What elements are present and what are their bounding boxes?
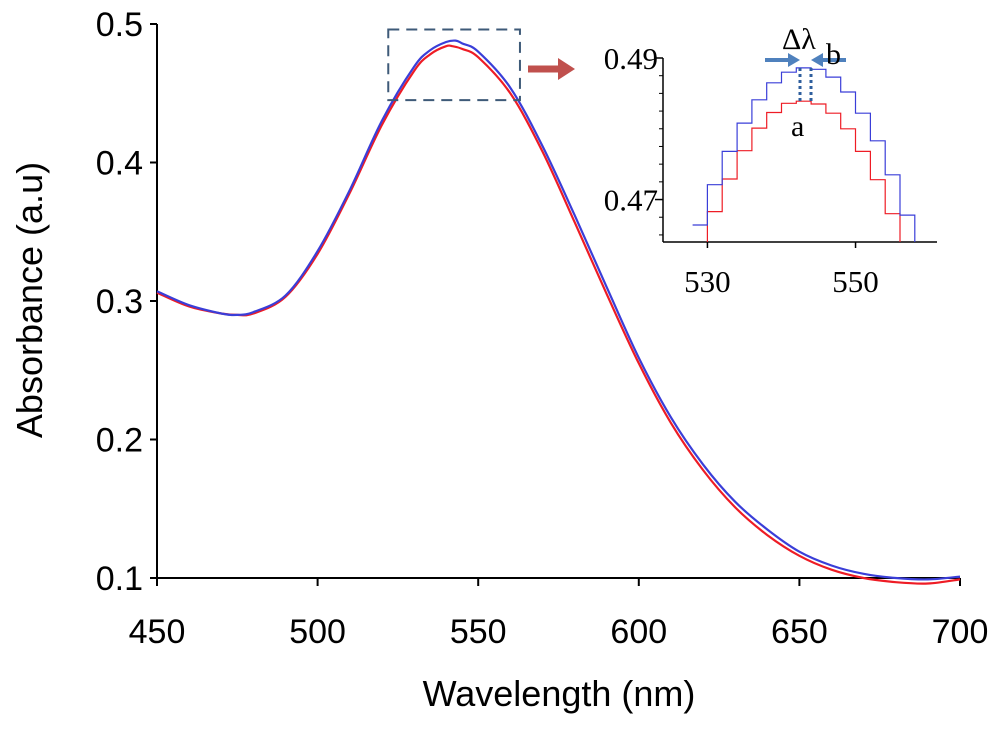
y-tick-label: 0.1 [96,560,143,598]
inset-x-tick-label: 530 [684,264,731,299]
peak-shift-markers [765,53,846,103]
x-tick-label: 700 [932,613,989,651]
y-axis-title: Absorbance (a.u) [9,162,50,438]
main-plot-area: 0.1 0.2 0.3 0.4 0.5 450 500 550 600 650 700 [96,6,989,651]
x-tick-label: 500 [289,613,346,651]
zoom-region-box [387,28,521,102]
inset-series-line-a [706,100,901,242]
y-tick-label: 0.5 [96,6,143,44]
main-series-group [156,39,961,585]
series-a-label: a [791,110,804,143]
inset-minor-tick-group [659,57,663,236]
y-tick-label: 0.2 [96,422,143,460]
x-tick-group: 450 500 550 600 650 700 [129,578,989,651]
series-line-blue [156,39,961,581]
series-b-label: b [826,38,841,71]
x-tick-label: 600 [610,613,667,651]
x-tick-label: 550 [450,613,507,651]
y-tick-group: 0.1 0.2 0.3 0.4 0.5 [96,6,157,598]
inset-x-tick-label: 550 [832,264,879,299]
x-tick-label: 650 [771,613,828,651]
x-tick-label: 450 [129,613,186,651]
series-line-red [156,44,961,585]
inset-y-tick-label: 0.49 [604,41,658,76]
x-axis-title: Wavelength (nm) [423,673,696,714]
inset-y-tick-group: 0.49 0.47 [604,41,663,218]
y-tick-label: 0.4 [96,145,143,183]
inset-x-tick-group: 530 550 [684,242,879,299]
delta-lambda-label: Δλ [782,23,816,56]
y-tick-label: 0.3 [96,283,143,321]
inset-y-tick-label: 0.47 [604,183,658,218]
zoom-arrow [528,58,575,80]
inset-plot-area: 0.49 0.47 530 550 Δλ b a [604,23,937,299]
